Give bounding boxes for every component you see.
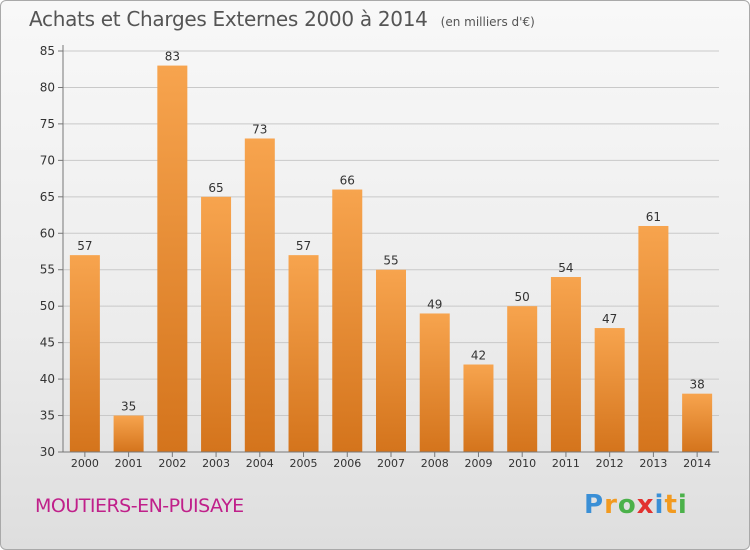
y-tick-label: 55 xyxy=(40,263,55,277)
x-tick-label: 2006 xyxy=(333,457,361,470)
y-tick-label: 70 xyxy=(40,153,55,167)
x-tick-label: 2002 xyxy=(158,457,186,470)
logo-letter: x xyxy=(636,490,655,520)
y-tick-label: 45 xyxy=(40,336,55,350)
axes xyxy=(58,45,719,457)
proxiti-logo: Proxiti xyxy=(584,490,688,520)
data-label: 65 xyxy=(208,181,223,195)
data-label: 47 xyxy=(602,312,617,326)
data-label: 49 xyxy=(427,297,442,311)
data-label: 83 xyxy=(165,50,180,64)
logo-letter: i xyxy=(677,490,688,520)
data-label: 50 xyxy=(515,290,530,304)
x-tick-label: 2001 xyxy=(115,457,143,470)
bar xyxy=(113,415,144,452)
x-tick-label: 2003 xyxy=(202,457,230,470)
data-label: 35 xyxy=(121,400,136,414)
x-tick-label: 2000 xyxy=(71,457,99,470)
logo-letter: r xyxy=(604,490,618,520)
y-tick-label: 60 xyxy=(40,226,55,240)
data-label: 61 xyxy=(646,210,661,224)
labels: 30 35 40 45 50 55 60 65 70 75 80 85 57 2000 35 2001 83 20… xyxy=(40,44,711,470)
bar xyxy=(550,277,581,452)
bar xyxy=(201,196,232,452)
data-label: 66 xyxy=(340,174,355,188)
logo-letter: t xyxy=(664,490,678,520)
bar xyxy=(638,225,669,452)
x-tick-label: 2014 xyxy=(683,457,711,470)
data-label: 73 xyxy=(252,122,267,136)
y-tick-label: 85 xyxy=(40,44,55,58)
bar xyxy=(376,269,406,452)
bar xyxy=(419,313,450,452)
bar xyxy=(288,255,319,452)
x-tick-label: 2011 xyxy=(552,457,580,470)
data-label: 57 xyxy=(296,239,311,253)
x-tick-label: 2008 xyxy=(421,457,449,470)
x-tick-label: 2010 xyxy=(508,457,536,470)
commune-name: MOUTIERS-EN-PUISAYE xyxy=(35,495,244,517)
bar xyxy=(244,138,275,452)
logo-letter: P xyxy=(584,490,605,520)
bar xyxy=(594,328,625,452)
data-label: 57 xyxy=(77,239,92,253)
logo-letter: i xyxy=(654,490,665,520)
y-tick-label: 80 xyxy=(40,80,55,94)
data-label: 54 xyxy=(558,261,573,275)
chart-unit: (en milliers d'€) xyxy=(440,15,535,29)
x-tick-label: 2009 xyxy=(464,457,492,470)
y-tick-label: 40 xyxy=(40,372,55,386)
data-label: 55 xyxy=(383,254,398,268)
y-tick-label: 75 xyxy=(40,117,55,131)
x-tick-label: 2004 xyxy=(246,457,274,470)
chart-title: Achats et Charges Externes 2000 à 2014 xyxy=(29,7,428,31)
bars xyxy=(69,65,713,452)
data-label: 42 xyxy=(471,349,486,363)
y-tick-label: 50 xyxy=(40,299,55,313)
title-row: Achats et Charges Externes 2000 à 2014 (… xyxy=(29,7,535,31)
bar xyxy=(507,306,538,452)
bar xyxy=(463,364,494,452)
bar xyxy=(157,65,188,452)
bar xyxy=(682,393,713,452)
logo-letter: o xyxy=(617,490,637,520)
x-tick-label: 2012 xyxy=(596,457,624,470)
y-tick-label: 30 xyxy=(40,445,55,459)
data-label: 38 xyxy=(689,378,704,392)
bar xyxy=(69,255,100,452)
y-tick-label: 65 xyxy=(40,190,55,204)
x-tick-label: 2007 xyxy=(377,457,405,470)
bar xyxy=(332,189,363,452)
y-tick-label: 35 xyxy=(40,409,55,423)
x-tick-label: 2005 xyxy=(290,457,318,470)
x-tick-label: 2013 xyxy=(639,457,667,470)
